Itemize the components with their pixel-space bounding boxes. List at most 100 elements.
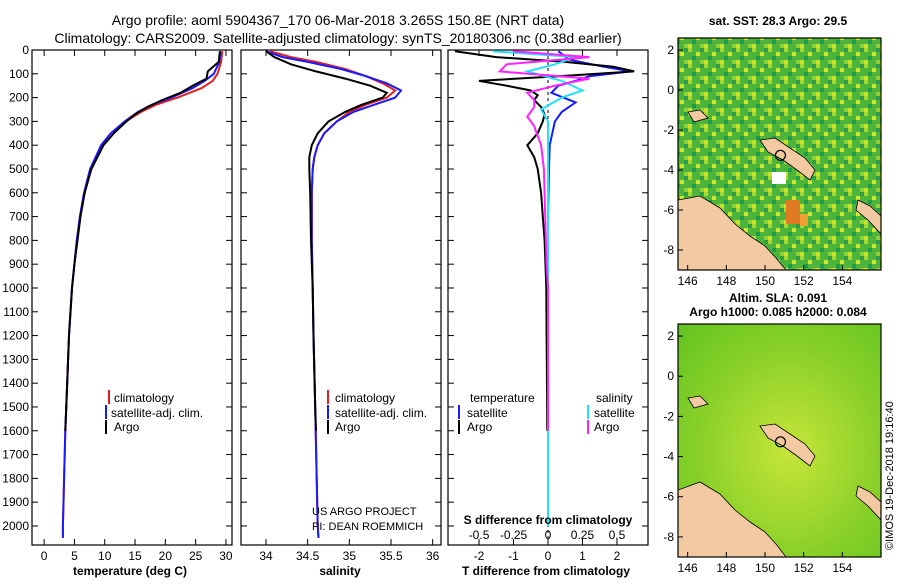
depth-tick-label: 1500 xyxy=(2,400,29,414)
t-diff-tick-label: 0 xyxy=(545,549,552,563)
lat-tick-label: -6 xyxy=(663,490,674,504)
depth-tick-label: 1300 xyxy=(2,352,29,366)
depth-tick-label: 400 xyxy=(9,138,29,152)
depth-tick-label: 1800 xyxy=(2,471,29,485)
lon-tick-label: 148 xyxy=(716,274,736,288)
s-diff-tick-label: 0 xyxy=(545,528,552,542)
legend-t-satellite-label: satellite xyxy=(467,406,508,420)
land-small-island xyxy=(687,109,709,123)
depth-tick-label: 200 xyxy=(9,91,29,105)
t-diff-axis-label: T difference from climatology xyxy=(462,564,630,578)
lat-tick-label: 0 xyxy=(667,369,674,383)
figure-title-line2: Climatology: CARS2009. Satellite-adjuste… xyxy=(54,30,621,46)
t-diff-tick-label: 2 xyxy=(614,549,621,563)
lat-tick-label: -2 xyxy=(663,409,674,423)
sst-warm-patch xyxy=(786,200,800,224)
salinity-panel: 34 34.5 35 35.5 36 climatology satellite-adj… xyxy=(240,49,442,578)
legend-title-salinity: salinity xyxy=(596,391,633,405)
temperature-legend: climatology satellite-adj. clim. Argo xyxy=(105,390,203,434)
t-diff-tick-label: -2 xyxy=(474,549,485,563)
depth-tick-label: 900 xyxy=(9,257,29,271)
salinity-axes-frame xyxy=(240,49,442,546)
sst-map-panel: sat. SST: 28.3 Argo: 29.5 146 148 150 152 15… xyxy=(663,14,882,288)
depth-tick-label: 1200 xyxy=(2,329,29,343)
depth-tick-label: 500 xyxy=(9,162,29,176)
x-tick-label: 20 xyxy=(159,549,173,563)
x-tick-label: 0 xyxy=(41,549,48,563)
depth-tick-label: 700 xyxy=(9,210,29,224)
legend-title-temperature: temperature xyxy=(470,391,535,405)
s-diff-tick-label: -0.25 xyxy=(500,528,528,542)
lon-tick-label: 152 xyxy=(794,274,814,288)
land-bougainville xyxy=(855,199,881,235)
x-tick-label: 30 xyxy=(219,549,233,563)
lat-tick-label: -8 xyxy=(663,530,674,544)
x-tick-label: 34 xyxy=(259,549,273,563)
lat-tick-label: 0 xyxy=(667,83,674,97)
depth-tick-label: 1700 xyxy=(2,448,29,462)
difference-legend: temperature salinity satellite Argo sate… xyxy=(458,391,635,434)
x-tick-label: 34.5 xyxy=(296,549,320,563)
s-diff-tick-label: 0.5 xyxy=(609,528,626,542)
lat-tick-label: 2 xyxy=(667,329,674,343)
lon-tick-label: 150 xyxy=(755,274,775,288)
lon-tick-label: 154 xyxy=(832,561,852,575)
temperature-xlabel: temperature (deg C) xyxy=(73,564,187,578)
sst-map-title: sat. SST: 28.3 Argo: 29.5 xyxy=(709,14,848,28)
imos-credit: ©IMOS 19-Dec-2018 19:16:40 xyxy=(884,401,896,550)
legend-climatology-label: climatology xyxy=(335,391,395,405)
depth-tick-label: 300 xyxy=(9,114,29,128)
x-tick-label: 25 xyxy=(189,549,203,563)
series-line-argo xyxy=(265,50,389,431)
land-new-guinea xyxy=(678,481,787,557)
depth-tick-label: 1900 xyxy=(2,495,29,509)
difference-panel: -2 -1 0 1 2 -0.5 -0.25 0 0.25 0.5 temperature sal… xyxy=(447,49,649,578)
sst-warm-patch xyxy=(800,214,808,226)
sla-map-frame xyxy=(677,323,882,558)
depth-tick-label: 100 xyxy=(9,67,29,81)
diff-series-sal_satellite xyxy=(492,50,586,526)
x-tick-label: 15 xyxy=(128,549,142,563)
s-diff-tick-label: -0.5 xyxy=(469,528,490,542)
depth-tick-label: 800 xyxy=(9,233,29,247)
diff-series-sal_argo xyxy=(497,50,590,431)
legend-argo-label: Argo xyxy=(335,420,361,434)
sla-map-panel: Altim. SLA: 0.091 Argo h1000: 0.085 h200… xyxy=(663,291,882,575)
s-diff-axis-label: S difference from climatology xyxy=(464,513,633,527)
series-line-climatology xyxy=(61,51,224,538)
lat-tick-label: -2 xyxy=(663,123,674,137)
lat-tick-label: -6 xyxy=(663,203,674,217)
depth-tick-label: 1100 xyxy=(3,305,29,319)
lat-tick-label: -4 xyxy=(663,163,674,177)
footer-pi: PI: DEAN ROEMMICH xyxy=(312,521,423,533)
legend-satellite-label: satellite-adj. clim. xyxy=(111,406,203,420)
lon-tick-label: 152 xyxy=(794,561,814,575)
series-line-satellite xyxy=(265,50,403,538)
lon-tick-label: 150 xyxy=(755,561,775,575)
sla-map-subtitle: Argo h1000: 0.085 h2000: 0.084 xyxy=(689,305,867,319)
lon-tick-label: 146 xyxy=(678,274,698,288)
diff-series-satellite xyxy=(547,50,631,526)
sst-cloud-gap xyxy=(772,172,786,184)
sst-map-frame xyxy=(677,37,882,271)
lat-tick-label: -4 xyxy=(663,450,674,464)
lat-tick-label: 2 xyxy=(667,43,674,57)
sla-map-title: Altim. SLA: 0.091 xyxy=(729,291,827,305)
x-tick-label: 35.5 xyxy=(379,549,403,563)
depth-tick-label: 600 xyxy=(9,186,29,200)
x-tick-label: 10 xyxy=(98,549,112,563)
t-diff-tick-label: 1 xyxy=(579,549,586,563)
legend-s-satellite-label: satellite xyxy=(594,406,635,420)
x-tick-label: 35 xyxy=(343,549,357,563)
land-new-guinea xyxy=(678,195,787,270)
temperature-axes-frame xyxy=(31,49,233,546)
salinity-xlabel: salinity xyxy=(319,564,361,578)
depth-tick-label: 0 xyxy=(22,43,29,57)
depth-tick-label: 2000 xyxy=(2,519,29,533)
depth-tick-label: 1400 xyxy=(2,376,29,390)
land-small-island xyxy=(687,395,709,409)
lat-tick-label: -8 xyxy=(663,243,674,257)
series-line-argo xyxy=(64,51,221,431)
x-tick-label: 5 xyxy=(71,549,78,563)
